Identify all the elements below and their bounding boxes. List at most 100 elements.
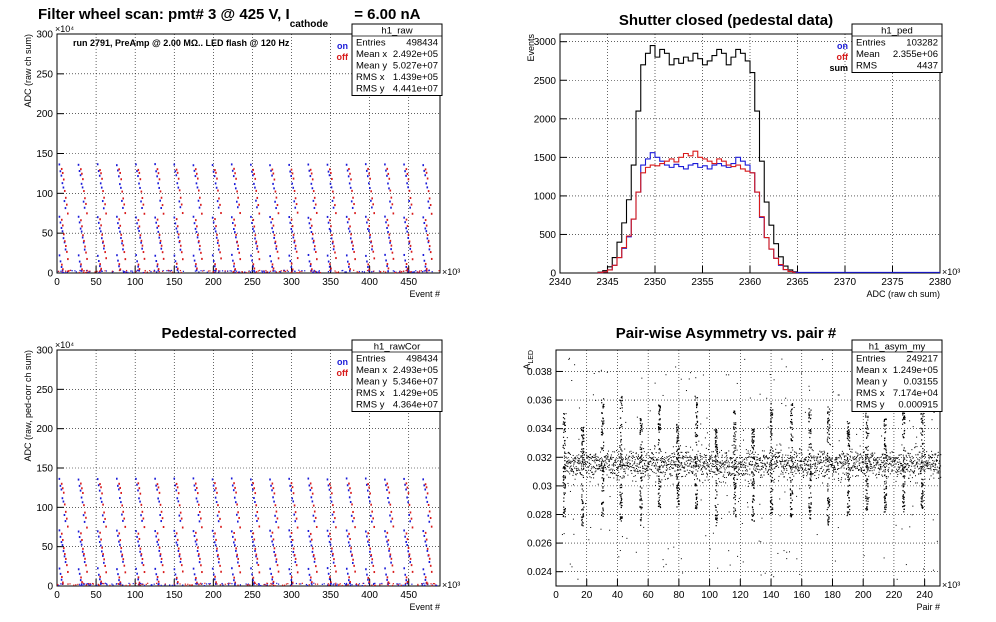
point-spike	[601, 467, 603, 469]
point-on	[235, 200, 238, 203]
point-spike	[602, 502, 604, 504]
point-on	[81, 550, 84, 553]
point-band	[771, 463, 773, 465]
point-off	[61, 171, 64, 174]
point-band	[712, 460, 714, 462]
point-on	[307, 253, 310, 256]
point-band	[769, 462, 771, 464]
point-band	[889, 452, 891, 454]
point-on	[99, 544, 102, 547]
point-baseline	[60, 583, 62, 585]
point-baseline	[137, 269, 139, 271]
point-spike	[676, 464, 678, 466]
point-spike	[563, 486, 565, 488]
point-band	[797, 469, 799, 471]
point-baseline	[246, 584, 248, 586]
point-band	[899, 472, 901, 474]
point-band	[644, 468, 646, 470]
point-off	[181, 212, 184, 215]
point-on	[179, 519, 182, 522]
point-spike	[619, 503, 621, 505]
point-off	[124, 212, 127, 215]
point-band	[837, 477, 839, 479]
point-baseline	[321, 583, 323, 585]
point-band	[754, 464, 756, 466]
point-on	[96, 478, 99, 481]
point-band	[928, 467, 930, 469]
point-band	[661, 455, 663, 457]
point-band	[859, 445, 861, 447]
point-on	[157, 269, 160, 272]
point-on	[347, 175, 350, 178]
point-band	[770, 464, 772, 466]
point-on	[138, 583, 140, 586]
point-baseline	[158, 583, 160, 585]
point-on	[272, 543, 274, 546]
point-band	[930, 469, 932, 471]
point-spike	[563, 466, 565, 468]
point-band	[861, 469, 863, 471]
point-baseline	[333, 583, 335, 585]
point-band	[745, 465, 747, 467]
point-spike	[583, 426, 585, 428]
point-band	[871, 467, 873, 469]
point-band	[734, 466, 736, 468]
point-on	[389, 514, 391, 517]
point-on	[310, 230, 313, 233]
point-band	[574, 458, 576, 460]
point-band	[728, 474, 730, 476]
point-band	[808, 457, 810, 459]
point-band	[619, 463, 621, 465]
point-spike	[696, 402, 698, 404]
point-band	[801, 464, 803, 466]
point-spike	[694, 483, 696, 485]
point-band	[758, 465, 760, 467]
point-band	[626, 465, 628, 467]
point-baseline	[265, 269, 267, 272]
point-band	[659, 467, 661, 469]
point-band	[733, 479, 735, 481]
point-on	[368, 230, 370, 233]
point-off	[410, 250, 413, 253]
point-band	[773, 455, 775, 457]
point-band	[739, 445, 741, 447]
point-off	[430, 257, 433, 260]
point-off	[406, 267, 409, 270]
point-on	[308, 535, 311, 538]
point-spike	[563, 475, 565, 477]
point-on	[328, 227, 331, 230]
point-band	[730, 457, 732, 459]
point-off	[198, 553, 200, 556]
point-band	[890, 457, 892, 459]
point-on	[214, 230, 217, 233]
point-band	[587, 465, 589, 467]
point-off	[315, 250, 317, 253]
point-band	[569, 453, 571, 455]
point-band	[902, 470, 904, 472]
x-tick-label: 220	[886, 590, 903, 601]
point-band	[646, 469, 648, 471]
point-band	[569, 467, 571, 469]
point-on	[332, 248, 335, 251]
point-band	[919, 451, 921, 453]
point-on	[155, 260, 158, 263]
point-band	[702, 473, 704, 475]
point-band	[807, 471, 809, 473]
point-spike	[659, 485, 661, 487]
point-spike	[562, 423, 564, 425]
point-on	[312, 514, 315, 517]
point-baseline	[170, 269, 173, 272]
point-off	[194, 168, 197, 171]
point-band	[568, 462, 570, 464]
point-band	[904, 458, 906, 460]
point-off	[176, 267, 179, 270]
point-band	[785, 460, 787, 462]
point-band	[804, 459, 806, 461]
point-band	[806, 465, 808, 467]
point-band	[707, 465, 709, 467]
point-off	[180, 203, 183, 206]
point-off	[369, 492, 371, 495]
point-band	[759, 476, 761, 478]
point-on	[291, 230, 294, 233]
point-band	[635, 467, 637, 469]
